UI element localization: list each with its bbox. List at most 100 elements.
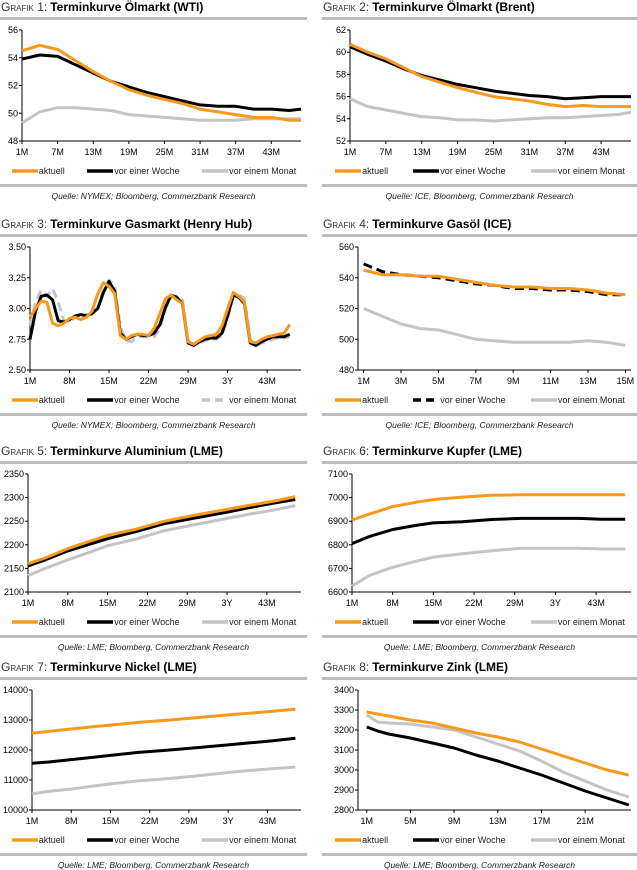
legend-label: vor einer Woche [114,166,180,176]
legend-item: vor einem Monat [201,395,296,405]
y-tick-label: 10000 [3,805,28,815]
x-tick-label: 21M [576,816,594,826]
legend-swatch [335,169,362,173]
chart-title-text: Terminkurve Ölmarkt (Brent) [372,0,535,14]
y-tick-label: 3.00 [8,304,26,314]
series-line-aktuell [349,43,631,109]
legend-label: vor einer Woche [114,835,180,845]
legend-label: vor einem Monat [229,835,297,845]
x-tick-label: 5M [404,816,417,826]
legend-swatch [87,398,114,402]
figure-label: Grafik 4: [323,217,370,231]
legend: aktuell vor einer Woche vor einem Monat [0,165,307,177]
chart-title: Grafik 3: Terminkurve Gasmarkt (Henry Hub… [0,217,307,232]
legend-swatch [202,620,229,624]
legend-swatch [11,398,38,402]
legend-label: vor einem Monat [557,835,625,845]
legend-label: vor einem Monat [557,617,625,627]
legend-item: vor einem Monat [201,617,296,627]
x-tick-label: 1M [22,598,35,608]
y-tick-label: 12000 [3,745,28,755]
y-tick-label: 3.50 [8,242,26,252]
series-line-aktuell [351,493,626,522]
legend-swatch [413,398,440,402]
legend-swatch [202,398,229,402]
legend-swatch [11,169,38,173]
y-tick-label: 48 [8,136,18,146]
x-tick-label: 1M [346,598,359,608]
chart-title-text: Terminkurve Aluminium (LME) [50,444,223,458]
series-line-vor-einer-woche [366,725,630,807]
series-line-vor-einer-woche [27,498,296,568]
x-tick-label: 13M [84,147,102,157]
legend-item: aktuell [11,835,65,845]
series-line-aktuell [27,495,296,566]
series-line-aktuell [363,268,626,297]
line-chart: 10000 11000 12000 13000 14000 1M 8M 15M 22M 29M 3Y… [3,685,301,826]
x-tick-label: 22M [465,598,483,608]
legend: aktuell vor einer Woche vor einem Monat [322,834,637,846]
legend-swatch [335,620,362,624]
line-chart: 48 50 52 54 56 1M 7M 13M 19M 25M 31M 37M 43M [8,25,302,157]
y-tick-label: 7100 [328,469,348,479]
x-tick-label: 31M [521,147,539,157]
legend-item: vor einer Woche [86,166,180,176]
x-tick-label: 13M [579,376,597,386]
legend-label: vor einer Woche [114,395,180,405]
x-tick-label: 13M [489,816,507,826]
divider [0,677,307,680]
y-tick-label: 2100 [4,587,24,597]
y-tick-label: 6900 [328,516,348,526]
legend-item: vor einem Monat [530,166,625,176]
x-tick-label: 43M [258,598,276,608]
series-line-vor-einer-woche [31,736,296,765]
legend-swatch [11,620,38,624]
series-line-vor-einem-monat [31,765,296,796]
legend-item: vor einem Monat [530,617,625,627]
divider [0,635,307,638]
x-tick-label: 1M [360,816,373,826]
y-tick-label: 3300 [334,705,354,715]
divider [0,413,307,416]
legend-item: aktuell [334,617,388,627]
legend-label: aktuell [362,166,389,176]
chart-title-text: Terminkurve Zink (LME) [372,660,509,674]
y-tick-label: 60 [336,47,346,57]
x-tick-label: 3Y [222,376,233,386]
x-tick-label: 7M [470,376,483,386]
chart-title: Grafik 2: Terminkurve Ölmarkt (Brent) [322,0,637,15]
figure-label: Grafik 2: [323,0,370,14]
legend-label: vor einer Woche [440,166,506,176]
x-tick-label: 43M [258,376,276,386]
legend-swatch [413,169,440,173]
chart-title-text: Terminkurve Ölmarkt (WTI) [50,0,204,14]
line-chart: 2.50 2.75 3.00 3.25 3.50 1M 8M 15M 22M 29M 3Y 43M [8,242,301,386]
y-tick-label: 3.25 [8,273,26,283]
divider [322,635,637,638]
legend-item: vor einer Woche [86,835,180,845]
legend: aktuell vor einer Woche vor einem Monat [0,394,307,406]
x-tick-label: 25M [156,147,174,157]
y-tick-label: 2150 [4,563,24,573]
legend-swatch [335,838,362,842]
x-tick-label: 15M [100,376,118,386]
x-tick-label: 8M [62,598,75,608]
chart-panel-2: Grafik 2: Terminkurve Ölmarkt (Brent) 52 5… [322,0,637,201]
source-note: Quelle: ICE, Bloomberg, Commerzbank Rese… [385,191,574,201]
legend-swatch [87,169,114,173]
chart-panel-3: Grafik 3: Terminkurve Gasmarkt (Henry Hub… [0,217,307,430]
legend-label: aktuell [362,617,389,627]
x-tick-label: 1M [357,376,370,386]
y-tick-label: 3100 [334,745,354,755]
legend-item: vor einer Woche [412,166,506,176]
series-line-vor-einer-woche [351,516,626,545]
y-tick-label: 6700 [328,563,348,573]
x-tick-label: 43M [263,147,281,157]
x-tick-label: 7M [380,147,393,157]
x-tick-label: 5M [432,376,445,386]
legend-item: vor einer Woche [412,835,506,845]
legend-label: vor einer Woche [114,617,180,627]
legend-label: aktuell [38,395,65,405]
chart-title: Grafik 6: Terminkurve Kupfer (LME) [322,444,637,459]
legend-swatch [530,169,557,173]
